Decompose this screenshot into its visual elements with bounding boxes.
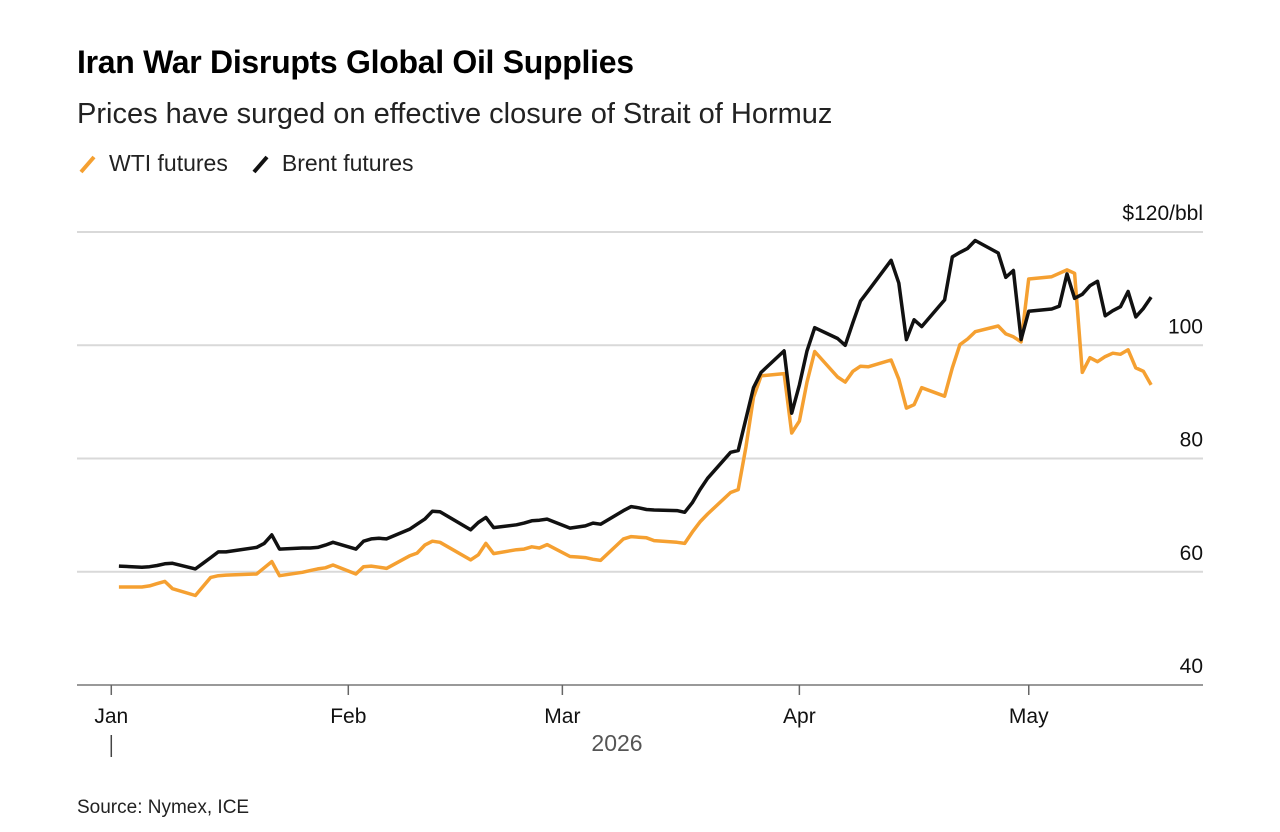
chart-subtitle: Prices have surged on effective closure …	[77, 98, 833, 130]
x-tick-label: Mar	[544, 705, 580, 728]
series-line-brent	[118, 238, 1153, 571]
legend-swatch-wti	[79, 155, 96, 173]
y-tick-label: 40	[1180, 655, 1203, 678]
legend-label-wti: WTI futures	[109, 150, 228, 176]
y-tick-label: $120/bbl	[1122, 202, 1203, 225]
y-tick-label: 100	[1168, 315, 1203, 338]
x-tick-label: Jan	[94, 705, 128, 728]
series-line-wti	[118, 268, 1153, 598]
legend-item-brent: Brent futures	[250, 150, 414, 177]
legend-swatch-brent	[252, 155, 269, 173]
source-note: Source: Nymex, ICE	[77, 797, 250, 818]
x-year-label: 2026	[591, 730, 642, 756]
x-tick-label: May	[1009, 705, 1049, 728]
legend-label-brent: Brent futures	[281, 150, 414, 176]
series-lines	[118, 238, 1153, 598]
x-tick-label: Apr	[783, 705, 816, 728]
gridlines	[77, 231, 1203, 686]
x-axis: Jan Feb Mar Apr May 2026	[94, 685, 1049, 757]
y-tick-label: 80	[1180, 429, 1203, 452]
y-axis: 40 60 80 100 $120/bbl	[1122, 202, 1203, 678]
y-tick-label: 60	[1180, 542, 1203, 565]
x-tick-label: Feb	[330, 705, 366, 728]
legend-item-wti: WTI futures	[77, 150, 228, 177]
chart-title: Iran War Disrupts Global Oil Supplies	[77, 44, 634, 80]
legend: WTI futures Brent futures	[77, 150, 436, 177]
